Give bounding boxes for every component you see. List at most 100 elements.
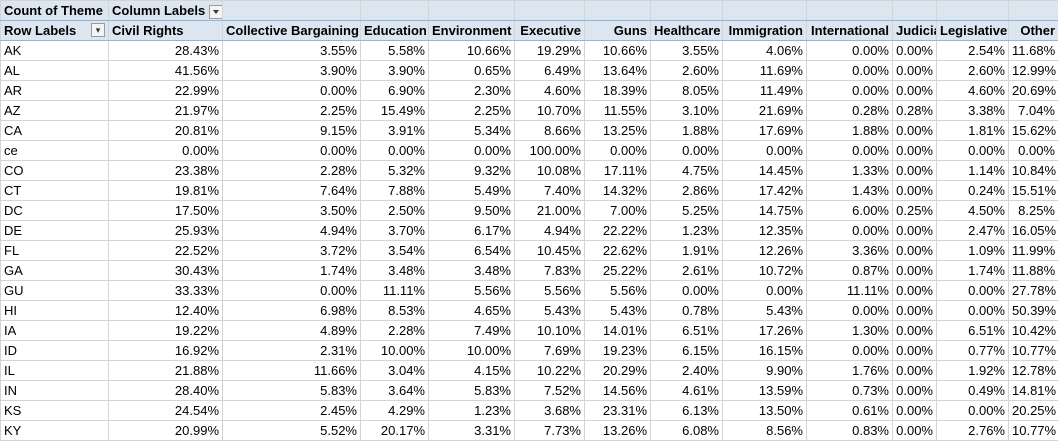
row-label-cell[interactable]: DC [0,200,109,221]
row-label-cell[interactable]: KS [0,400,109,421]
value-cell[interactable]: 4.94% [222,220,361,241]
value-cell[interactable]: 20.29% [584,360,651,381]
row-label-cell[interactable]: AR [0,80,109,101]
value-cell[interactable]: 7.73% [514,420,585,441]
value-cell[interactable]: 10.08% [514,160,585,181]
column-header-education[interactable]: Education [360,20,429,41]
value-cell[interactable]: 3.04% [360,360,429,381]
value-cell[interactable]: 2.47% [936,220,1009,241]
value-cell[interactable]: 10.00% [428,340,515,361]
row-label-cell[interactable]: AL [0,60,109,81]
column-labels-header[interactable]: Column Labels [108,0,223,21]
value-cell[interactable]: 0.00% [650,280,723,301]
value-cell[interactable]: 7.83% [514,260,585,281]
value-cell[interactable]: 3.68% [514,400,585,421]
value-cell[interactable]: 3.72% [222,240,361,261]
value-cell[interactable]: 9.32% [428,160,515,181]
value-cell[interactable]: 23.38% [108,160,223,181]
value-cell[interactable]: 4.61% [650,380,723,401]
value-cell[interactable]: 12.26% [722,240,807,261]
value-cell[interactable]: 20.81% [108,120,223,141]
value-cell[interactable]: 0.73% [806,380,893,401]
value-cell[interactable]: 16.92% [108,340,223,361]
value-cell[interactable]: 10.66% [584,40,651,61]
value-cell[interactable]: 25.93% [108,220,223,241]
value-cell[interactable]: 14.32% [584,180,651,201]
row-label-cell[interactable]: GU [0,280,109,301]
value-cell[interactable]: 4.94% [514,220,585,241]
value-cell[interactable]: 16.05% [1008,220,1058,241]
value-cell[interactable]: 0.87% [806,260,893,281]
value-cell[interactable]: 2.50% [360,200,429,221]
sort-filter-icon[interactable]: ▾ [91,23,105,37]
value-cell[interactable]: 1.81% [936,120,1009,141]
value-cell[interactable]: 30.43% [108,260,223,281]
value-cell[interactable]: 15.62% [1008,120,1058,141]
value-cell[interactable]: 0.28% [892,100,937,121]
row-labels-header[interactable]: Row Labels ▾ [0,20,109,41]
value-cell[interactable]: 15.51% [1008,180,1058,201]
value-cell[interactable]: 0.00% [650,140,723,161]
value-cell[interactable]: 1.43% [806,180,893,201]
value-cell[interactable]: 0.49% [936,380,1009,401]
column-header-international[interactable]: International [806,20,893,41]
value-cell[interactable]: 7.04% [1008,100,1058,121]
value-cell[interactable]: 0.77% [936,340,1009,361]
value-cell[interactable]: 11.88% [1008,260,1058,281]
value-cell[interactable]: 5.43% [584,300,651,321]
value-cell[interactable]: 13.64% [584,60,651,81]
value-cell[interactable]: 8.56% [722,420,807,441]
value-cell[interactable]: 4.60% [514,80,585,101]
value-cell[interactable]: 22.99% [108,80,223,101]
value-cell[interactable]: 11.69% [722,60,807,81]
value-cell[interactable]: 0.65% [428,60,515,81]
value-cell[interactable]: 23.31% [584,400,651,421]
value-cell[interactable]: 0.00% [222,280,361,301]
value-cell[interactable]: 16.15% [722,340,807,361]
value-cell[interactable]: 14.56% [584,380,651,401]
value-cell[interactable]: 2.61% [650,260,723,281]
value-cell[interactable]: 0.00% [892,40,937,61]
value-cell[interactable]: 0.00% [892,260,937,281]
value-cell[interactable]: 3.36% [806,240,893,261]
value-cell[interactable]: 1.30% [806,320,893,341]
column-header-executive[interactable]: Executive [514,20,585,41]
value-cell[interactable]: 2.76% [936,420,1009,441]
value-cell[interactable]: 1.14% [936,160,1009,181]
value-cell[interactable]: 17.69% [722,120,807,141]
value-cell[interactable]: 15.49% [360,100,429,121]
row-label-cell[interactable]: CA [0,120,109,141]
value-cell[interactable]: 0.00% [892,160,937,181]
value-cell[interactable]: 0.00% [892,120,937,141]
value-cell[interactable]: 10.66% [428,40,515,61]
value-cell[interactable]: 10.10% [514,320,585,341]
value-cell[interactable]: 28.40% [108,380,223,401]
value-cell[interactable]: 50.39% [1008,300,1058,321]
row-label-cell[interactable]: IL [0,360,109,381]
column-header-other[interactable]: Other [1008,20,1058,41]
value-cell[interactable]: 3.54% [360,240,429,261]
value-cell[interactable]: 0.00% [892,220,937,241]
value-cell[interactable]: 1.76% [806,360,893,381]
value-cell[interactable]: 4.50% [936,200,1009,221]
value-cell[interactable]: 0.00% [892,380,937,401]
value-cell[interactable]: 17.50% [108,200,223,221]
value-cell[interactable]: 5.58% [360,40,429,61]
value-cell[interactable]: 7.00% [584,200,651,221]
value-cell[interactable]: 0.00% [892,180,937,201]
value-cell[interactable]: 6.51% [936,320,1009,341]
value-cell[interactable]: 4.60% [936,80,1009,101]
value-cell[interactable]: 1.91% [650,240,723,261]
value-cell[interactable]: 25.22% [584,260,651,281]
row-label-cell[interactable]: IN [0,380,109,401]
row-label-cell[interactable]: FL [0,240,109,261]
value-cell[interactable]: 4.29% [360,400,429,421]
value-cell[interactable]: 14.75% [722,200,807,221]
value-cell[interactable]: 0.00% [806,140,893,161]
value-cell[interactable]: 8.25% [1008,200,1058,221]
value-cell[interactable]: 2.60% [650,60,723,81]
dropdown-arrow-icon[interactable] [209,4,222,19]
value-cell[interactable]: 2.31% [222,340,361,361]
row-label-cell[interactable]: AK [0,40,109,61]
value-cell[interactable]: 1.33% [806,160,893,181]
